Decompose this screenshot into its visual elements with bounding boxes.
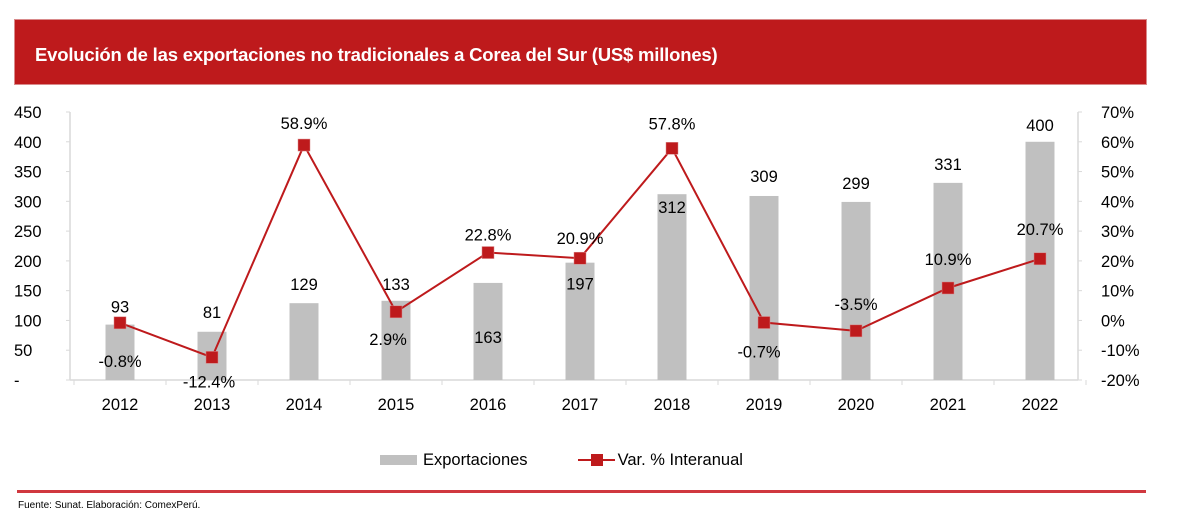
bar-2017 xyxy=(565,262,595,380)
bar-value-label: 331 xyxy=(934,156,962,174)
bar-value-label: 312 xyxy=(658,199,686,217)
marker-2019 xyxy=(757,316,771,329)
x-tick-label: 2020 xyxy=(838,396,875,414)
marker-2018 xyxy=(665,142,679,155)
legend-item-exportaciones: Exportaciones xyxy=(380,451,528,470)
bar-value-label: 93 xyxy=(111,299,129,317)
left-tick-label: 450 xyxy=(14,104,42,122)
bar-value-label: 163 xyxy=(474,329,502,347)
bar-2019 xyxy=(749,195,779,380)
left-tick-label: 50 xyxy=(14,342,32,360)
left-tick-label: - xyxy=(14,372,20,390)
line-value-label: 2.9% xyxy=(369,331,407,349)
line-value-label: 57.8% xyxy=(649,115,696,133)
x-tick-label: 2019 xyxy=(746,396,783,414)
marker-2017 xyxy=(573,251,587,265)
right-tick-label: 70% xyxy=(1101,104,1134,122)
line-value-label: 20.9% xyxy=(557,230,604,248)
combo-chart: - 50 100 150 200 250 300 350 400 450 -20% -10% 0% 10%… xyxy=(14,104,1140,414)
right-tick-label: 30% xyxy=(1101,223,1134,241)
right-tick-label: 60% xyxy=(1101,134,1134,152)
marker-2021 xyxy=(941,281,955,295)
x-tick-label: 2017 xyxy=(562,396,599,414)
right-tick-label: 20% xyxy=(1101,253,1134,271)
line-value-label: 20.7% xyxy=(1017,221,1064,239)
x-tick-label: 2021 xyxy=(930,396,967,414)
right-tick-label: -10% xyxy=(1101,342,1140,360)
source-note: Fuente: Sunat. Elaboración: ComexPerú. xyxy=(18,500,201,511)
bar-value-label: 400 xyxy=(1026,117,1054,135)
legend-bar-swatch-icon xyxy=(380,455,417,465)
line-value-label: 58.9% xyxy=(281,115,328,133)
left-tick-label: 300 xyxy=(14,193,42,211)
line-value-label: 10.9% xyxy=(925,251,972,269)
bar-2014 xyxy=(289,303,319,380)
marker-2012 xyxy=(113,316,127,330)
bar-value-label: 299 xyxy=(842,175,870,193)
bar-2021 xyxy=(933,182,963,380)
chart-title: Evolución de las exportaciones no tradic… xyxy=(35,44,718,65)
right-tick-label: 50% xyxy=(1101,164,1134,182)
bar-value-label: 197 xyxy=(566,276,594,294)
left-tick-label: 200 xyxy=(14,253,42,271)
x-tick-label: 2014 xyxy=(286,396,323,414)
x-tick-label: 2022 xyxy=(1022,396,1059,414)
bar-value-label: 81 xyxy=(203,304,221,322)
bar-value-label: 309 xyxy=(750,168,778,186)
left-tick-label: 100 xyxy=(14,312,42,330)
legend-label-variacion: Var. % Interanual xyxy=(617,450,743,469)
legend-line-marker-icon xyxy=(577,454,615,466)
left-tick-label: 350 xyxy=(14,164,42,182)
left-tick-label: 400 xyxy=(14,134,42,152)
line-value-label: -0.8% xyxy=(98,353,141,371)
x-tick-label: 2018 xyxy=(654,396,691,414)
footer-divider xyxy=(17,490,1146,493)
line-value-label: -12.4% xyxy=(183,373,236,391)
x-tick-label: 2013 xyxy=(194,396,231,414)
left-tick-label: 150 xyxy=(14,283,42,301)
bar-value-label: 133 xyxy=(382,276,410,294)
legend-label-exportaciones: Exportaciones xyxy=(423,450,528,469)
marker-2020 xyxy=(849,324,863,338)
x-tick-label: 2012 xyxy=(102,396,139,414)
right-tick-label: 40% xyxy=(1101,193,1134,211)
marker-2015 xyxy=(389,305,403,319)
x-tick-label: 2016 xyxy=(470,396,507,414)
right-tick-label: 0% xyxy=(1101,312,1125,330)
x-tick-label: 2015 xyxy=(378,396,415,414)
bar-2016 xyxy=(473,282,503,380)
title-banner: Evolución de las exportaciones no tradic… xyxy=(14,19,1147,85)
bar-value-label: 129 xyxy=(290,276,318,294)
line-value-label: -0.7% xyxy=(737,344,780,362)
marker-2016 xyxy=(481,246,495,259)
marker-2014 xyxy=(297,138,311,152)
line-value-label: -3.5% xyxy=(834,296,877,314)
marker-2013 xyxy=(205,351,219,364)
legend: Exportaciones Var. % Interanual xyxy=(380,449,743,471)
bar-2020 xyxy=(841,201,871,380)
bar-2018 xyxy=(657,194,687,380)
right-tick-label: -20% xyxy=(1101,372,1140,390)
legend-item-variacion: Var. % Interanual xyxy=(577,450,743,470)
marker-2022 xyxy=(1033,252,1047,266)
left-tick-label: 250 xyxy=(14,223,42,241)
bar-2012 xyxy=(105,324,135,380)
right-tick-label: 10% xyxy=(1101,283,1134,301)
line-value-label: 22.8% xyxy=(465,227,512,245)
